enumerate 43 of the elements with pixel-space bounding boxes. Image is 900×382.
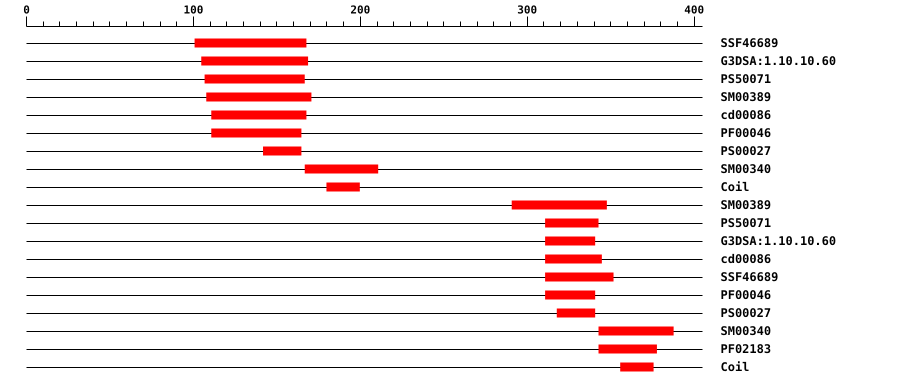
y-tick-label: cd00086 bbox=[720, 252, 772, 266]
y-tick-label: SSF46689 bbox=[720, 270, 778, 284]
x-tick-label: 200 bbox=[350, 4, 370, 16]
y-tick-label: Coil bbox=[720, 180, 750, 194]
y-tick-label: PS00027 bbox=[720, 144, 772, 158]
bar bbox=[211, 128, 302, 138]
bar bbox=[304, 164, 378, 174]
x-tick-label: 100 bbox=[183, 4, 204, 16]
y-tick-label: G3DSA:1.10.10.60 bbox=[720, 234, 836, 248]
y-tick-label: PS50071 bbox=[720, 72, 772, 86]
bar bbox=[545, 218, 599, 228]
bar bbox=[545, 254, 602, 264]
bar bbox=[201, 56, 308, 66]
bar bbox=[263, 146, 302, 156]
bar bbox=[194, 38, 306, 48]
y-tick-label: SM00389 bbox=[720, 90, 772, 104]
y-tick-label: SSF46689 bbox=[720, 36, 778, 50]
y-tick-label: SM00340 bbox=[720, 162, 772, 176]
x-tick-label: 400 bbox=[684, 4, 704, 16]
bar bbox=[598, 344, 657, 354]
bar bbox=[512, 200, 607, 210]
bar bbox=[211, 110, 306, 120]
y-tick-label: SM00389 bbox=[720, 198, 772, 212]
y-tick-label: PF00046 bbox=[720, 126, 772, 140]
y-tick-label: PF00046 bbox=[720, 288, 772, 302]
bar bbox=[206, 92, 312, 102]
y-tick-label: PF02183 bbox=[720, 342, 772, 356]
bar bbox=[326, 182, 360, 192]
bar bbox=[556, 308, 596, 318]
bar bbox=[545, 272, 614, 282]
x-tick-label: 300 bbox=[517, 4, 538, 16]
bar bbox=[598, 326, 674, 336]
y-tick-label: G3DSA:1.10.10.60 bbox=[720, 54, 836, 68]
x-tick-label: 0 bbox=[23, 4, 30, 16]
y-tick-label: PS00027 bbox=[720, 306, 772, 320]
bar bbox=[204, 74, 305, 84]
y-tick-label: Coil bbox=[720, 360, 750, 374]
bar bbox=[545, 236, 596, 246]
y-tick-label: SM00340 bbox=[720, 324, 772, 338]
bar bbox=[620, 362, 654, 372]
y-tick-label: cd00086 bbox=[720, 108, 772, 122]
y-tick-label: PS50071 bbox=[720, 216, 772, 230]
bar bbox=[545, 290, 596, 300]
